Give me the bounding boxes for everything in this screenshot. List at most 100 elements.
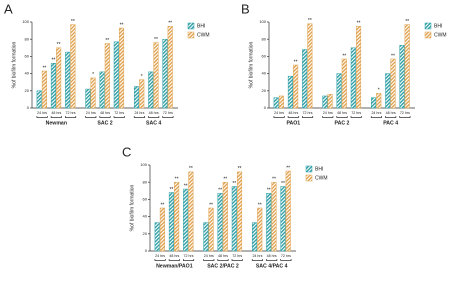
- legend-label: CWM: [197, 32, 210, 38]
- panel-label: C: [122, 144, 131, 159]
- bracket: [251, 259, 263, 261]
- bracket: [322, 116, 334, 118]
- bracket: [302, 116, 314, 118]
- y-tick-label: 80: [143, 179, 148, 184]
- y-tick-label: 60: [25, 53, 30, 58]
- bar: [50, 63, 56, 109]
- bar: [336, 73, 342, 109]
- y-tick-label: 60: [143, 196, 148, 201]
- bracket: [217, 259, 229, 261]
- x-tick-label: 24 hrs: [371, 111, 381, 115]
- bar: [273, 97, 279, 109]
- bar: [174, 181, 180, 252]
- legend-swatch: [424, 22, 432, 30]
- legend-swatch: [305, 174, 313, 182]
- y-tick-label: 0: [264, 105, 267, 110]
- x-tick-label: 24 hrs: [37, 111, 47, 115]
- bar: [99, 71, 105, 109]
- x-tick-label: 72 hrs: [163, 111, 173, 115]
- x-tick-label: 24 hrs: [86, 111, 96, 115]
- x-tick-label: 48 hrs: [267, 254, 277, 258]
- bar: [390, 58, 396, 109]
- bar: [167, 26, 173, 109]
- group-label: PAC 4: [383, 120, 398, 126]
- y-tick-label: 80: [25, 36, 30, 41]
- group-label: PAC 2: [335, 120, 350, 126]
- bar: [370, 97, 377, 109]
- bracket: [113, 116, 125, 118]
- x-tick-label: 24 hrs: [155, 254, 165, 258]
- bar: [231, 186, 237, 252]
- group-label: SAC 4: [146, 120, 161, 126]
- y-tick-label: 20: [262, 88, 267, 93]
- significance-mark: **: [209, 202, 213, 208]
- significance-mark: **: [294, 59, 298, 65]
- group-label: SAC 2/PAC 2: [207, 263, 239, 269]
- significance-mark: **: [357, 21, 361, 27]
- bar: [285, 170, 291, 252]
- y-axis-label: %of biofilm formation: [129, 184, 135, 231]
- y-tick-label: 0: [27, 105, 30, 110]
- x-tick-label: 72 hrs: [232, 254, 242, 258]
- significance-mark: **: [189, 166, 193, 172]
- legend-label: BHI: [434, 23, 442, 29]
- bracket: [231, 259, 243, 261]
- significance-mark: **: [232, 181, 236, 187]
- bracket: [36, 116, 48, 118]
- bar: [159, 207, 165, 252]
- x-tick-label: 24 hrs: [252, 254, 262, 258]
- significance-mark: **: [184, 183, 188, 189]
- bar: [162, 38, 168, 109]
- x-tick-label: 72 hrs: [184, 254, 194, 258]
- bar: [203, 222, 209, 252]
- bracket: [99, 116, 111, 118]
- bracket: [183, 259, 195, 261]
- bar: [251, 222, 258, 252]
- y-tick-label: 0: [145, 248, 148, 253]
- bracket: [65, 116, 77, 118]
- significance-mark: **: [391, 53, 395, 59]
- significance-mark: **: [405, 19, 409, 25]
- significance-mark: **: [175, 177, 179, 183]
- y-tick-label: 100: [140, 162, 147, 167]
- legend-label: CWM: [434, 32, 447, 38]
- bar: [376, 93, 382, 109]
- x-tick-label: 72 hrs: [114, 111, 124, 115]
- bar: [168, 192, 174, 252]
- significance-mark: **: [267, 188, 271, 194]
- bar: [85, 88, 91, 109]
- bar: [385, 73, 391, 109]
- significance-mark: *: [378, 88, 380, 94]
- bar: [153, 42, 159, 109]
- x-tick-label: 72 hrs: [281, 254, 291, 258]
- x-tick-label: 48 hrs: [337, 111, 347, 115]
- bar: [287, 75, 293, 109]
- group-label: Newman: [46, 120, 67, 126]
- group-label: SAC 2: [97, 120, 112, 126]
- bracket: [399, 116, 411, 118]
- legend-swatch: [187, 31, 195, 39]
- group-label: SAC 4/PAC 4: [256, 263, 288, 269]
- group-label: Newman/PAO1: [156, 263, 193, 269]
- bracket: [133, 116, 145, 118]
- bar: [327, 93, 333, 109]
- significance-mark: **: [281, 181, 285, 187]
- bracket: [50, 116, 62, 118]
- x-tick-label: 72 hrs: [351, 111, 361, 115]
- bar: [302, 49, 308, 109]
- bracket: [162, 116, 174, 118]
- significance-mark: **: [258, 202, 262, 208]
- bracket: [203, 259, 215, 261]
- y-tick-label: 20: [25, 88, 30, 93]
- bracket: [385, 116, 397, 118]
- bracket: [148, 116, 160, 118]
- x-tick-label: 24 hrs: [204, 254, 214, 258]
- significance-mark: **: [308, 18, 312, 24]
- bar: [222, 181, 228, 252]
- x-tick-label: 24 hrs: [274, 111, 284, 115]
- bar: [266, 193, 272, 252]
- bracket: [154, 259, 166, 261]
- bracket: [280, 259, 292, 261]
- bracket: [266, 259, 278, 261]
- bar: [139, 79, 145, 109]
